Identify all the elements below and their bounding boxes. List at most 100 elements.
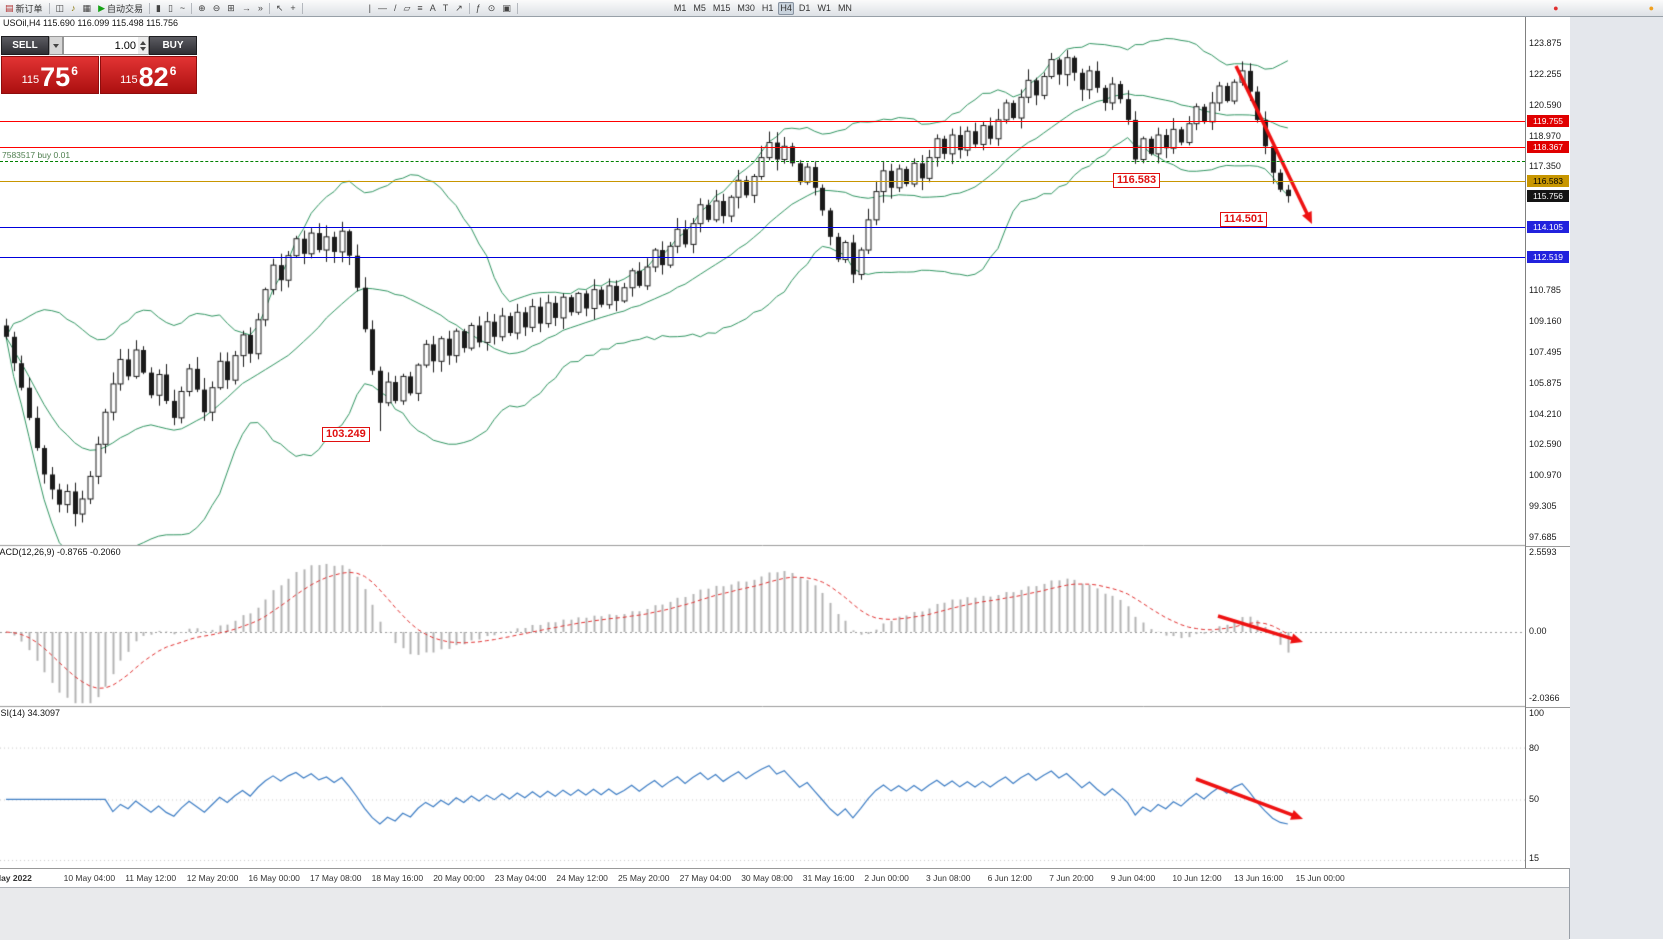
tf-m5-label: M5 [693, 3, 706, 13]
tf-mn[interactable]: MN [836, 2, 854, 15]
record-button[interactable]: ● [1551, 2, 1560, 15]
price-badge: 114.105 [1527, 221, 1569, 234]
toolbar-group-objects: | — / ▱ ≡ A T ↗ [364, 0, 468, 16]
volume-up-button[interactable] [140, 40, 146, 45]
time-label: 23 May 04:00 [494, 873, 547, 883]
time-label: 30 May 08:00 [741, 873, 793, 883]
horizontal-line-116.583[interactable] [0, 180, 1525, 182]
alerts-button[interactable]: ♪ [69, 2, 78, 15]
horizontal-line-119.755[interactable] [0, 120, 1525, 122]
tf-d1[interactable]: D1 [797, 2, 813, 15]
price-tick: 109.160 [1529, 315, 1562, 326]
price-annotation[interactable]: 103.249 [322, 427, 370, 442]
arrows-button[interactable]: ↗ [453, 2, 465, 15]
price-tick: 99.305 [1529, 501, 1557, 512]
price-badge: 118.367 [1527, 140, 1569, 153]
price-chart-canvas[interactable] [0, 16, 1525, 868]
price-badge: 116.583 [1527, 174, 1569, 187]
indicators-button-icon: ƒ [475, 3, 481, 13]
tf-m1[interactable]: M1 [672, 2, 689, 15]
price-annotation[interactable]: 114.501 [1220, 212, 1268, 227]
volume-input[interactable] [64, 37, 138, 54]
candle-chart-button[interactable]: ▯ [166, 2, 175, 15]
templates-button[interactable]: ▣ [500, 2, 513, 15]
channel-button[interactable]: ▱ [402, 2, 413, 15]
text-button-icon: A [429, 3, 436, 13]
price-annotation[interactable]: 116.583 [1113, 173, 1161, 188]
volume-down-button[interactable] [140, 46, 146, 51]
periods-button[interactable]: ⊙ [486, 2, 498, 15]
one-click-trading-panel: SELL BUY 115 75 6 115 82 6 [1, 36, 197, 94]
terminal-button[interactable]: ▦ [81, 2, 94, 15]
charts-window-button[interactable]: ◫ [54, 2, 67, 15]
price-tick: 123.875 [1529, 38, 1562, 49]
chart-shift-button-icon: » [257, 3, 263, 13]
account-status-icon[interactable]: ● [1647, 2, 1656, 15]
time-label: 20 May 00:00 [433, 873, 485, 883]
time-label: 15 Jun 00:00 [1295, 873, 1345, 883]
order-line[interactable] [0, 161, 1525, 163]
buy-button[interactable]: BUY [149, 36, 197, 55]
price-axis[interactable]: 123.875 122.255 120.590 118.970 117.350 110.7… [1525, 16, 1570, 868]
price-tick: 120.590 [1529, 100, 1562, 110]
price-tick: 97.685 [1529, 531, 1557, 542]
horizontal-line-button[interactable]: — [376, 2, 389, 15]
tile-windows-button[interactable]: ⊞ [225, 2, 237, 15]
time-label: 31 May 16:00 [802, 873, 855, 883]
autotrade-button[interactable]: ▶ 自动交易 [96, 2, 145, 15]
horizontal-line-114.105[interactable] [0, 227, 1525, 229]
vertical-line-button[interactable]: | [367, 2, 373, 15]
indicators-button[interactable]: ƒ [474, 2, 483, 15]
buy-price-box[interactable]: 115 82 6 [99, 56, 197, 94]
tf-h1[interactable]: H1 [760, 2, 776, 15]
tf-m15-label: M15 [712, 3, 731, 13]
time-label: 13 Jun 16:00 [1234, 873, 1284, 883]
volume-preset-dropdown[interactable] [49, 36, 63, 55]
cursor-button[interactable]: ↖ [274, 2, 286, 15]
terminal-button-icon: ▦ [82, 3, 92, 13]
candle-chart-button-icon: ▯ [167, 3, 173, 13]
sell-button[interactable]: SELL [1, 36, 49, 55]
tf-m5[interactable]: M5 [691, 2, 708, 15]
tf-mn-label: MN [837, 3, 852, 13]
zoom-in-button[interactable]: ⊕ [196, 2, 208, 15]
bar-chart-button[interactable]: ▮ [154, 2, 163, 15]
cursor-button-icon: ↖ [275, 3, 284, 13]
tf-h4[interactable]: H4 [778, 1, 794, 15]
price-tick: 110.785 [1529, 284, 1561, 295]
label-button[interactable]: T [441, 2, 451, 15]
macd-scale-label: 2.5593 [1529, 547, 1557, 557]
crosshair-button[interactable]: + [288, 2, 297, 15]
horizontal-line-112.519[interactable] [0, 257, 1525, 259]
time-label: May 2022 [0, 873, 32, 883]
new-order-button[interactable]: ▤ 新订单 [3, 2, 45, 15]
price-tick: 100.970 [1529, 470, 1562, 481]
price-tick: 104.210 [1529, 408, 1562, 419]
horizontal-line-118.367[interactable] [0, 146, 1525, 148]
auto-scroll-button[interactable]: → [240, 2, 253, 15]
toolbar-group-zoom: ⊕ ⊖ ⊞ → » [193, 0, 268, 16]
time-label: 11 May 12:00 [125, 873, 177, 883]
label-button-icon: T [442, 3, 449, 13]
time-axis[interactable]: May 2022 10 May 04:00 11 May 12:00 12 May 2… [0, 868, 1569, 887]
tf-m1-label: M1 [673, 3, 687, 13]
time-label: 17 May 08:00 [310, 873, 362, 883]
zoom-out-button[interactable]: ⊖ [211, 2, 223, 15]
fibonacci-button[interactable]: ≡ [415, 2, 424, 15]
sell-price-box[interactable]: 115 75 6 [1, 56, 99, 94]
time-label: 24 May 12:00 [556, 873, 608, 883]
line-chart-button[interactable]: ~ [178, 2, 187, 15]
arrows-button-icon: ↗ [455, 3, 463, 13]
tf-m15[interactable]: M15 [711, 2, 733, 15]
toolbar-group-chart-types: ▮ ▯ ~ [151, 0, 190, 16]
chart-area[interactable]: USOil,H4 115.690 116.099 115.498 115.756… [0, 16, 1525, 868]
chart-shift-button[interactable]: » [256, 2, 265, 15]
toolbar-separator [268, 2, 270, 14]
tf-m30[interactable]: M30 [735, 2, 757, 15]
trendline-button[interactable]: / [392, 2, 399, 15]
toolbar-group-file: ▤ 新订单 [0, 0, 48, 16]
text-button[interactable]: A [428, 2, 438, 15]
price-tick: 122.255 [1529, 68, 1562, 79]
tf-w1[interactable]: W1 [815, 2, 833, 15]
account-status-icon-icon: ● [1648, 3, 1654, 13]
